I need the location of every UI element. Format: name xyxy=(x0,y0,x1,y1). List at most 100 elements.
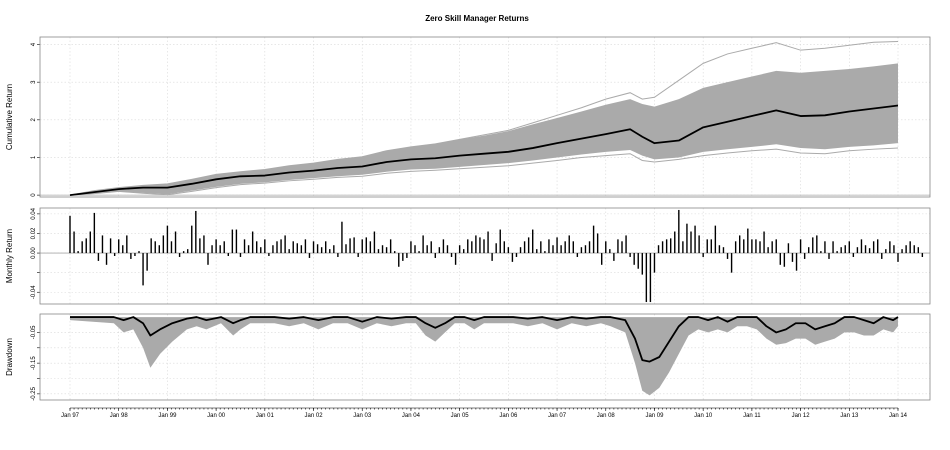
monthly-bar xyxy=(803,253,806,259)
monthly-bar xyxy=(341,221,343,254)
monthly-bar xyxy=(897,253,899,262)
monthly-bar xyxy=(442,239,445,254)
monthly-bar xyxy=(199,238,201,254)
monthly-bar xyxy=(617,239,619,254)
monthly-bar xyxy=(824,241,826,254)
monthly-bar xyxy=(641,253,643,275)
simulation-line-lower xyxy=(69,147,899,196)
y-tick-label: 0.00 xyxy=(31,247,37,259)
monthly-bar xyxy=(592,225,595,254)
monthly-bar xyxy=(394,251,396,254)
simulation-band xyxy=(70,63,898,196)
monthly-bar xyxy=(613,253,615,261)
monthly-bar xyxy=(633,253,635,265)
monthly-bar xyxy=(637,253,639,269)
y-tick-label: 0.04 xyxy=(31,207,37,219)
y-tick-label: 4 xyxy=(31,42,37,46)
monthly-bar xyxy=(69,215,71,254)
monthly-bar xyxy=(552,245,554,254)
monthly-bar xyxy=(751,239,753,254)
monthly-bar xyxy=(325,241,327,254)
monthly-bar xyxy=(195,210,197,254)
monthly-bar xyxy=(536,249,538,254)
monthly-bar xyxy=(361,239,363,254)
monthly-bar xyxy=(670,238,672,254)
monthly-bar xyxy=(316,244,319,254)
monthly-bar xyxy=(353,237,355,254)
monthly-bar xyxy=(369,241,372,254)
monthly-bar xyxy=(272,245,274,254)
monthly-bar xyxy=(97,253,100,261)
monthly-bar xyxy=(706,239,708,254)
monthly-bar xyxy=(548,239,550,254)
y-tick-label: -0.05 xyxy=(31,325,37,339)
x-axis: Jan 97 Jan 98 Jan 99 Jan 00 Jan 01 Jan 02 Jan … xyxy=(61,407,908,419)
monthly-bar xyxy=(357,253,359,257)
monthly-bar xyxy=(836,251,838,254)
monthly-bar xyxy=(519,247,522,254)
x-tick-label: Jan 07 xyxy=(548,413,567,419)
monthly-bar xyxy=(454,253,457,265)
monthly-bar xyxy=(154,241,156,254)
monthly-bar xyxy=(105,253,108,265)
monthly-bar xyxy=(170,241,173,254)
monthly-bar xyxy=(828,253,830,259)
monthly-bar xyxy=(540,241,542,254)
monthly-bar xyxy=(877,239,879,254)
monthly-bar xyxy=(414,245,416,254)
monthly-bar xyxy=(775,239,777,254)
monthly-bar xyxy=(365,237,367,254)
monthly-bar xyxy=(812,237,814,254)
monthly-bar xyxy=(422,235,424,254)
monthly-bar xyxy=(605,241,607,254)
monthly-bar xyxy=(848,241,850,254)
monthly-bar xyxy=(767,247,769,254)
ylabel-monthly: Monthly Return xyxy=(5,229,14,283)
monthly-bar xyxy=(308,253,311,258)
monthly-bar xyxy=(560,245,562,254)
monthly-bar xyxy=(251,231,254,254)
x-tick-label: Jan 02 xyxy=(305,413,324,419)
x-tick-label: Jan 04 xyxy=(402,413,421,419)
monthly-bar xyxy=(609,249,611,254)
monthly-bar xyxy=(345,244,347,254)
monthly-bar xyxy=(714,225,717,254)
monthly-bar xyxy=(572,241,574,254)
y-tick-label: -0.04 xyxy=(31,285,37,299)
monthly-bar xyxy=(588,241,591,254)
monthly-bar xyxy=(580,247,583,254)
monthly-bar xyxy=(292,241,294,254)
monthly-bar xyxy=(187,249,189,254)
monthly-bar xyxy=(349,238,351,254)
panel-frame xyxy=(39,313,931,401)
monthly-bar xyxy=(467,239,469,254)
panel-frame xyxy=(39,36,931,198)
monthly-bar xyxy=(730,253,733,273)
monthly-bar xyxy=(649,253,652,303)
ylabel-cumulative: Cumulative Return xyxy=(5,84,14,150)
monthly-bar xyxy=(203,235,205,254)
monthly-bar xyxy=(438,247,441,254)
monthly-bar xyxy=(406,253,408,258)
x-tick-label: Jan 14 xyxy=(889,413,908,419)
x-tick-label: Jan 11 xyxy=(743,413,761,419)
monthly-bar xyxy=(739,235,741,254)
monthly-bar xyxy=(515,253,518,257)
x-tick-label: Jan 03 xyxy=(353,413,372,419)
x-tick-label: Jan 09 xyxy=(645,413,664,419)
monthly-bar xyxy=(601,253,603,265)
monthly-bar xyxy=(783,253,786,267)
monthly-bar xyxy=(763,231,765,254)
monthly-bar xyxy=(483,239,485,254)
monthly-bar xyxy=(787,243,790,254)
monthly-bar xyxy=(211,245,213,254)
monthly-bar xyxy=(759,241,761,254)
monthly-bar xyxy=(385,247,388,254)
monthly-bar xyxy=(868,248,871,254)
monthly-bar xyxy=(77,251,79,254)
monthly-bar xyxy=(917,247,919,254)
monthly-bar xyxy=(73,231,75,254)
monthly-bar xyxy=(373,231,376,254)
y-tick-label: 0.02 xyxy=(31,227,37,239)
monthly-bar xyxy=(686,223,688,254)
